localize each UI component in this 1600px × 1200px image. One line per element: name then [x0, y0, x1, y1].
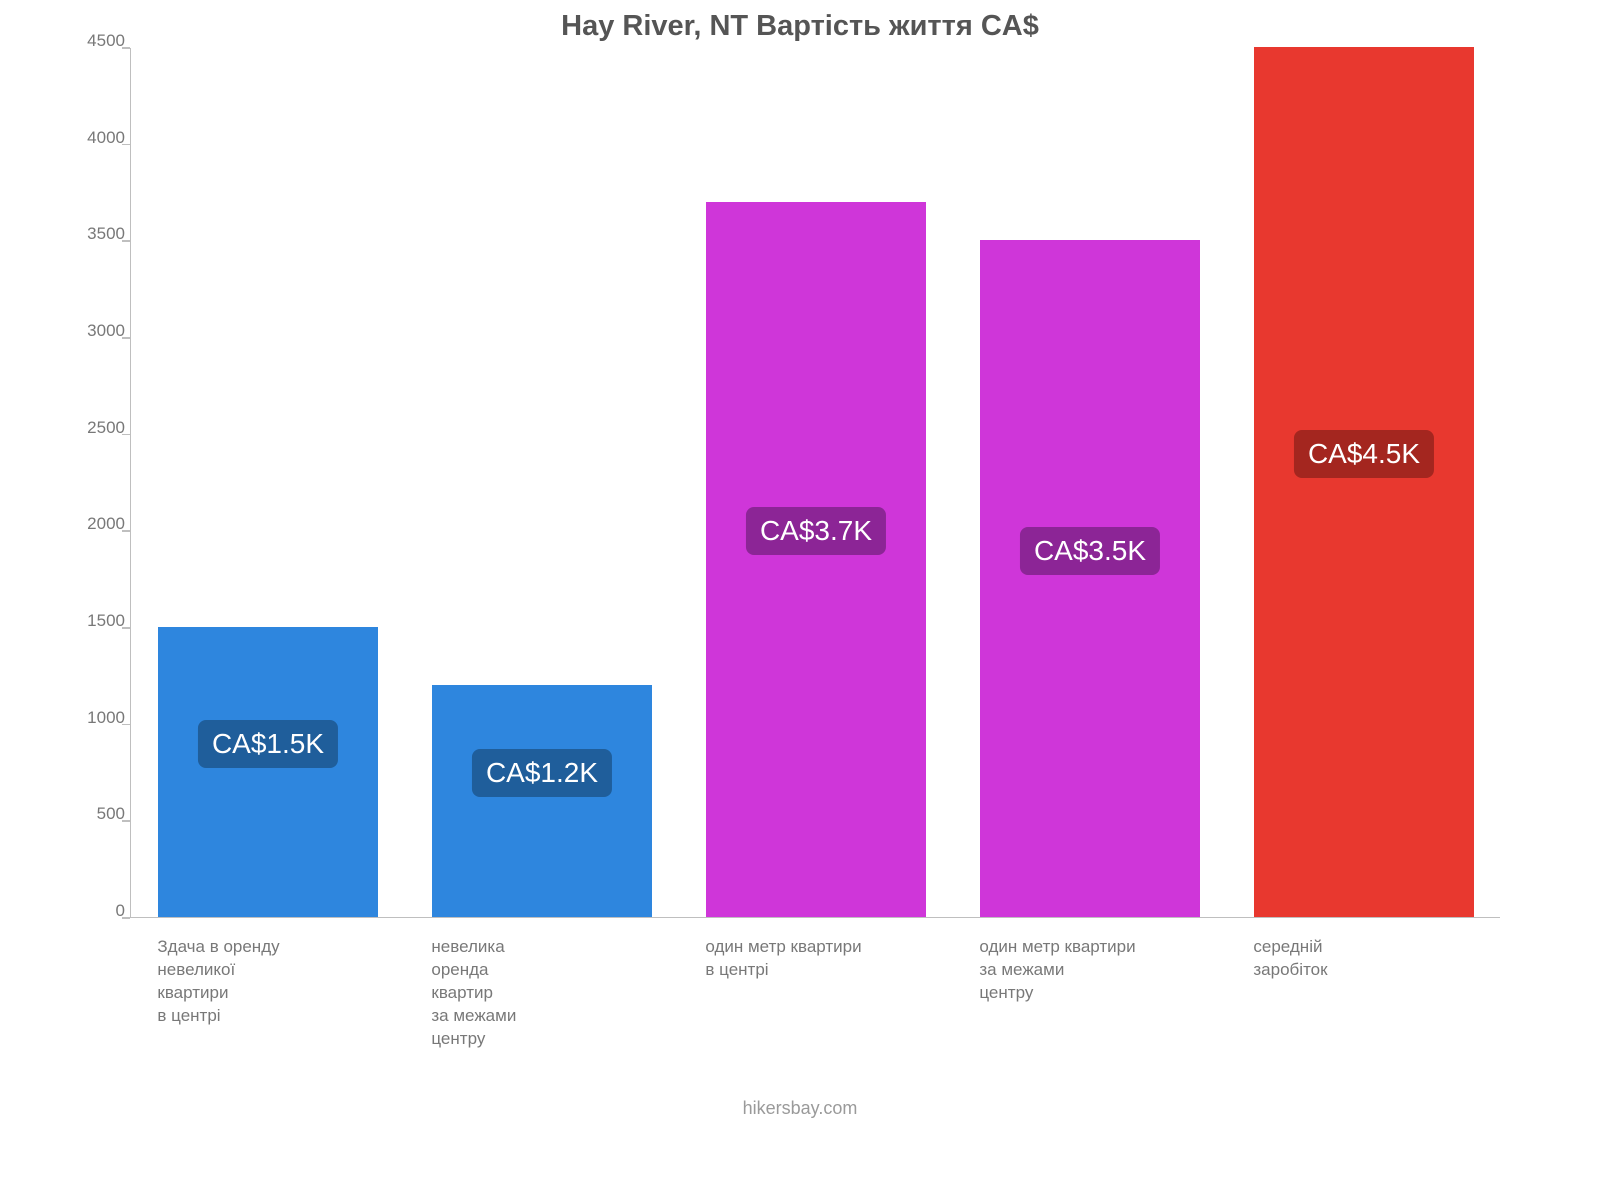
bar-value-label: CA$1.5K [198, 720, 338, 768]
y-tick-mark [122, 917, 130, 919]
y-tick-label: 1000 [60, 708, 125, 728]
bar-value-label: CA$3.5K [1020, 527, 1160, 575]
x-tick-label: один метр квартирив центрі [705, 936, 924, 982]
x-tick-label: один метр квартириза межамицентру [979, 936, 1198, 1005]
y-tick-label: 0 [60, 901, 125, 921]
y-tick-mark [122, 724, 130, 726]
y-tick-label: 4500 [60, 31, 125, 51]
bar-value-label: CA$4.5K [1294, 430, 1434, 478]
bar [158, 627, 377, 917]
x-tick-label: Здача в орендуневеликоїквартирив центрі [157, 936, 376, 1028]
y-tick-mark [122, 530, 130, 532]
y-tick-label: 500 [60, 804, 125, 824]
y-tick-label: 2500 [60, 418, 125, 438]
y-tick-mark [122, 47, 130, 49]
x-tick-label: середнійзаробіток [1253, 936, 1472, 982]
y-tick-label: 1500 [60, 611, 125, 631]
y-tick-mark [122, 240, 130, 242]
bar [432, 685, 651, 917]
y-tick-mark [122, 820, 130, 822]
y-tick-mark [122, 434, 130, 436]
y-tick-label: 4000 [60, 128, 125, 148]
chart-title: Hay River, NT Вартість життя CA$ [60, 0, 1540, 43]
y-tick-label: 2000 [60, 514, 125, 534]
y-tick-mark [122, 337, 130, 339]
chart-container: Hay River, NT Вартість життя CA$ 0 500 100… [60, 0, 1540, 1200]
y-tick-label: 3500 [60, 224, 125, 244]
bar [706, 202, 925, 917]
bar [1254, 47, 1473, 917]
bar [980, 240, 1199, 917]
y-tick-label: 3000 [60, 321, 125, 341]
plot-area: CA$1.5K CA$1.2K CA$3.7K CA$3.5K CA$4.5K [130, 48, 1500, 918]
y-tick-mark [122, 144, 130, 146]
y-tick-mark [122, 627, 130, 629]
x-tick-label: невеликаорендаквартирза межамицентру [431, 936, 650, 1051]
bar-value-label: CA$1.2K [472, 749, 612, 797]
credit-text: hikersbay.com [60, 1098, 1540, 1119]
bar-value-label: CA$3.7K [746, 507, 886, 555]
